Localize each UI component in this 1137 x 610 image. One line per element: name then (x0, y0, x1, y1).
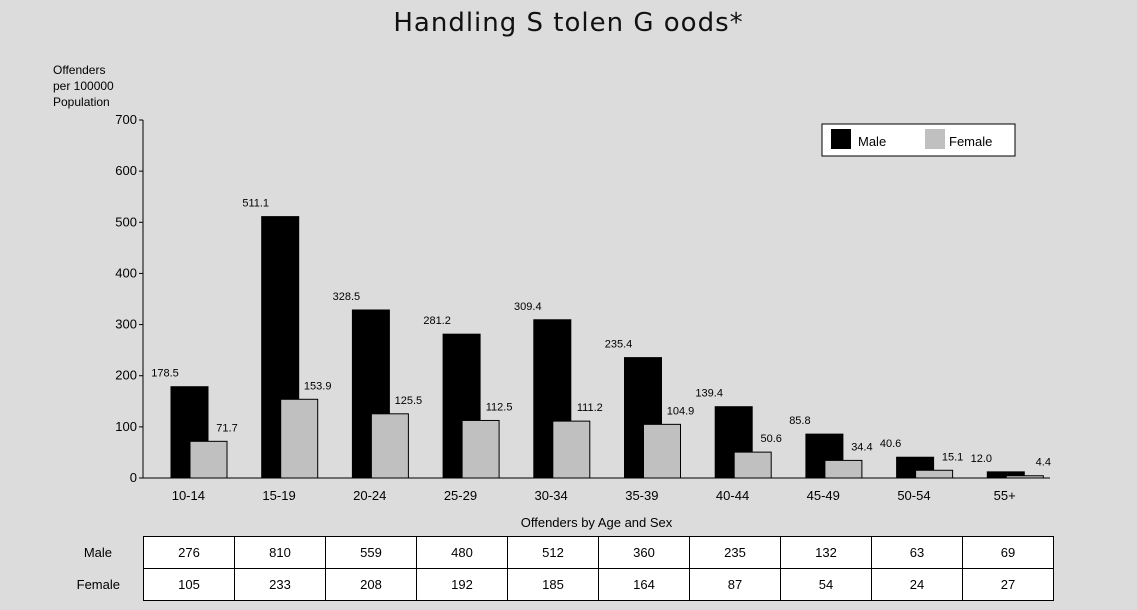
table-cell: 235 (689, 536, 781, 569)
table-cell: 559 (325, 536, 417, 569)
data-label-female: 104.9 (667, 405, 695, 417)
bar-female (370, 413, 409, 479)
bar-male (986, 471, 1025, 479)
data-label-male: 178.5 (151, 368, 179, 380)
chart-title: Handling S tolen G oods* (393, 8, 744, 38)
bar-female (552, 420, 591, 479)
data-label-male: 85.8 (789, 415, 810, 427)
table-cell: 105 (143, 568, 235, 601)
x-tick-label: 45-49 (807, 488, 840, 503)
table-cell: 185 (507, 568, 599, 601)
table-cell: 63 (871, 536, 963, 569)
table-cell: 164 (598, 568, 690, 601)
legend-label-female: Female (949, 134, 992, 149)
x-tick-label: 15-19 (262, 488, 295, 503)
table-cell: 480 (416, 536, 508, 569)
data-label-male: 281.2 (423, 315, 451, 327)
legend-box (821, 123, 1016, 157)
table-cell: 24 (871, 568, 963, 601)
bar-female (280, 398, 319, 479)
bar-female (189, 440, 228, 479)
table-cell: 208 (325, 568, 417, 601)
data-label-male: 328.5 (333, 291, 361, 303)
data-label-female: 125.5 (395, 395, 423, 407)
x-tick-label: 25-29 (444, 488, 477, 503)
data-label-female: 153.9 (304, 380, 332, 392)
y-tick-label: 300 (115, 317, 137, 332)
y-tick-label: 500 (115, 214, 137, 229)
bar-female (915, 469, 954, 479)
x-tick-label: 10-14 (172, 488, 205, 503)
x-tick-label: 35-39 (625, 488, 658, 503)
y-tick-label: 400 (115, 265, 137, 280)
x-tick-label: 40-44 (716, 488, 749, 503)
data-label-male: 12.0 (971, 453, 992, 465)
data-label-female: 112.5 (486, 401, 513, 413)
legend-swatch-male (831, 129, 851, 149)
bar-female (824, 459, 863, 479)
table-row: Female 105 233 208 192 185 164 87 54 24 27 (0, 568, 1054, 601)
table-cell: 512 (507, 536, 599, 569)
data-label-female: 71.7 (216, 422, 237, 434)
y-axis-label-line-1: Offenders (53, 63, 106, 77)
x-axis-title: Offenders by Age and Sex (520, 515, 673, 530)
y-tick-label: 700 (115, 112, 137, 127)
table-cell: 54 (780, 568, 872, 601)
table-row-label: Male (0, 537, 144, 569)
x-tick-label: 55+ (994, 488, 1016, 503)
legend-swatch-female (925, 129, 945, 149)
y-axis-label-line-2: per 100000 (53, 79, 114, 93)
table-row-label-text: Male (83, 545, 112, 560)
table-row-label-text: Female (76, 577, 120, 592)
table-cell: 192 (416, 568, 508, 601)
x-tick-label: 20-24 (353, 488, 386, 503)
data-label-female: 15.1 (942, 451, 963, 463)
data-label-male: 511.1 (242, 198, 269, 210)
table-cell: 27 (962, 568, 1054, 601)
table-cell: 87 (689, 568, 781, 601)
table-cell: 233 (234, 568, 326, 601)
data-label-male: 235.4 (605, 339, 633, 351)
bar-female (1005, 475, 1044, 479)
table-cell: 810 (234, 536, 326, 569)
y-tick-label: 100 (115, 419, 137, 434)
table-cell: 132 (780, 536, 872, 569)
data-label-female: 50.6 (760, 433, 781, 445)
data-label-female: 111.2 (577, 402, 603, 414)
table-row-label: Female (0, 569, 144, 601)
y-tick-label: 200 (115, 368, 137, 383)
bar-female (461, 419, 500, 479)
y-axis-label-line-3: Population (53, 95, 110, 109)
data-label-male: 40.6 (880, 438, 901, 450)
legend-label-male: Male (858, 134, 886, 149)
data-label-female: 34.4 (851, 441, 872, 453)
data-table: Male 276 810 559 480 512 360 235 132 63 69 Female 10… (0, 536, 1054, 601)
y-tick-label: 0 (130, 470, 137, 485)
table-row: Male 276 810 559 480 512 360 235 132 63 69 (0, 536, 1054, 569)
bar-female (733, 451, 772, 479)
x-tick-label: 50-54 (897, 488, 930, 503)
data-label-female: 4.4 (1036, 457, 1051, 469)
x-tick-label: 30-34 (535, 488, 568, 503)
data-label-male: 309.4 (514, 301, 542, 313)
table-cell: 360 (598, 536, 690, 569)
bar-female (643, 423, 681, 479)
table-cell: 276 (143, 536, 235, 569)
y-tick-label: 600 (115, 163, 137, 178)
table-cell: 69 (962, 536, 1054, 569)
data-label-male: 139.4 (695, 388, 723, 400)
